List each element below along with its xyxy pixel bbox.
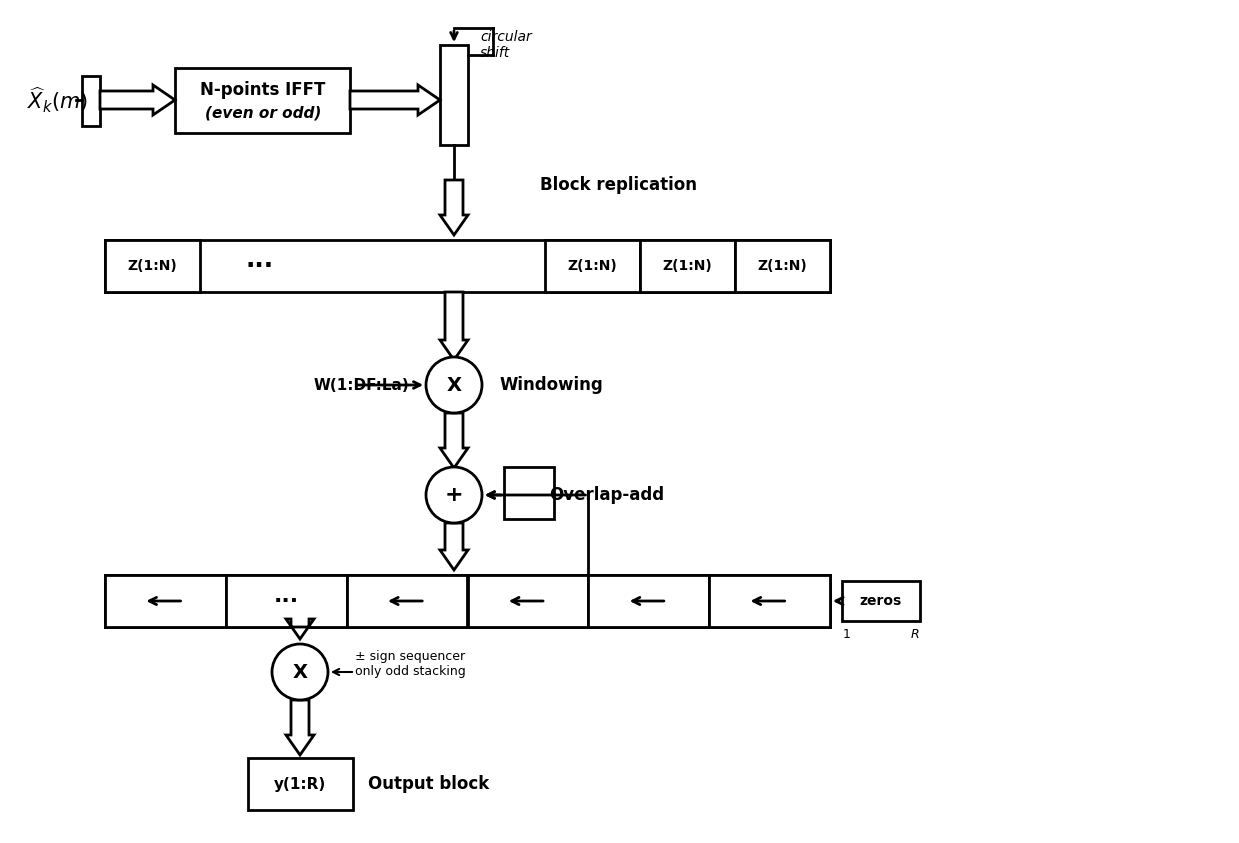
Bar	[105, 575, 830, 627]
Circle shape	[426, 357, 482, 413]
Text: +: +	[445, 485, 463, 505]
Text: y(1:R): y(1:R)	[274, 776, 326, 792]
Bar	[225, 575, 347, 627]
Text: (even or odd): (even or odd)	[204, 105, 321, 121]
Bar	[440, 45, 468, 145]
Text: W(1:DF:La): W(1:DF:La)	[313, 378, 409, 393]
Bar	[347, 575, 467, 627]
Bar	[248, 758, 353, 810]
Text: X: X	[292, 663, 307, 681]
Text: Z(1:N): Z(1:N)	[128, 259, 177, 273]
Text: ± sign sequencer
only odd stacking: ± sign sequencer only odd stacking	[356, 650, 466, 678]
Polygon shape	[286, 619, 313, 639]
Polygon shape	[440, 292, 468, 360]
Text: $\widehat{X}_k(m)$: $\widehat{X}_k(m)$	[27, 85, 89, 115]
Text: Z(1:N): Z(1:N)	[757, 259, 808, 273]
Bar	[589, 575, 709, 627]
Text: R: R	[911, 629, 919, 642]
Text: Z(1:N): Z(1:N)	[663, 259, 712, 273]
Polygon shape	[349, 85, 440, 115]
Text: zeros: zeros	[860, 594, 902, 608]
Text: 1: 1	[843, 629, 851, 642]
Bar	[105, 240, 830, 292]
Bar	[545, 240, 641, 292]
Text: ···: ···	[274, 591, 299, 611]
Bar	[82, 76, 100, 126]
Text: N-points IFFT: N-points IFFT	[201, 81, 326, 99]
Bar	[843, 581, 921, 621]
Text: circular
shift: circular shift	[479, 30, 532, 60]
Text: Windowing: Windowing	[499, 376, 602, 394]
Text: Block replication: Block replication	[540, 176, 698, 194]
Bar	[105, 575, 225, 627]
Text: ···: ···	[245, 254, 274, 278]
Text: Overlap-add: Overlap-add	[549, 486, 664, 504]
Bar	[504, 467, 554, 519]
Bar	[709, 575, 830, 627]
Polygon shape	[440, 413, 468, 468]
Polygon shape	[286, 700, 313, 755]
Polygon shape	[440, 180, 468, 235]
Bar	[175, 68, 349, 133]
Polygon shape	[100, 85, 175, 115]
Bar	[735, 240, 830, 292]
Bar	[641, 240, 735, 292]
Text: X: X	[446, 375, 461, 395]
Text: Z(1:N): Z(1:N)	[567, 259, 617, 273]
Text: Output block: Output block	[368, 775, 488, 793]
Circle shape	[426, 467, 482, 523]
Bar	[105, 240, 199, 292]
Circle shape	[273, 644, 328, 700]
Bar	[467, 575, 589, 627]
Polygon shape	[440, 523, 468, 570]
